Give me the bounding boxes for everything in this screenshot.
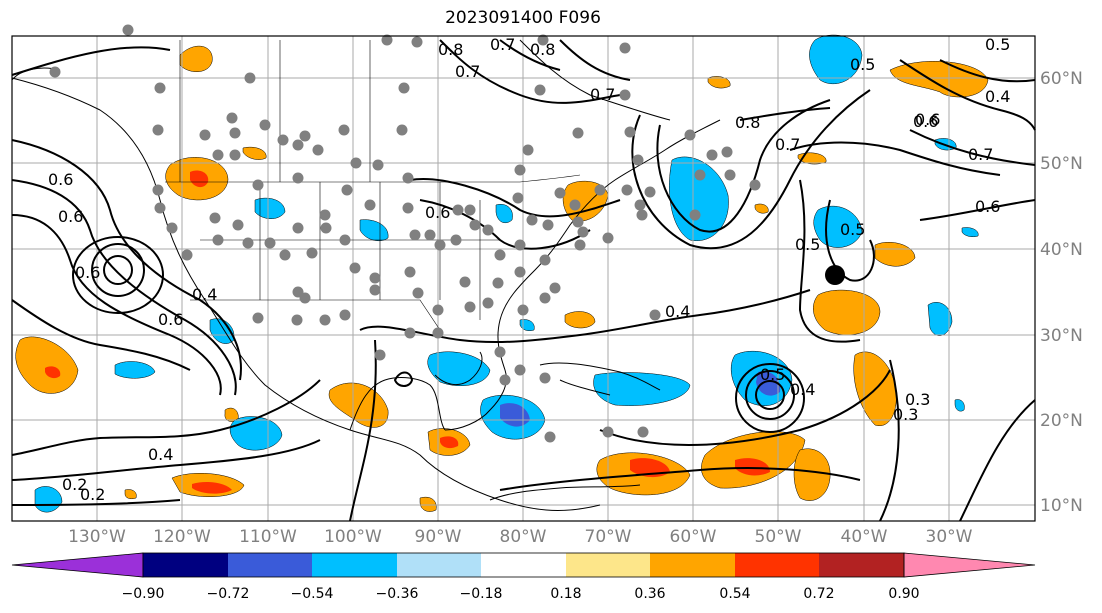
contour-label: 0.5 (985, 35, 1010, 54)
colorbar-segment (566, 553, 650, 577)
colorbar-tick: −0.54 (291, 586, 334, 602)
station-marker-highlight (825, 265, 845, 285)
contour-label: 0.4 (148, 445, 173, 464)
colorbar-tick: −0.90 (122, 586, 165, 602)
contour-label: 0.6 (75, 263, 100, 282)
contour-lines (11, 39, 1036, 522)
station-markers (49, 24, 761, 443)
lat-tick: 60°N (1040, 69, 1083, 89)
contour-label: 0.8 (735, 113, 760, 132)
contour-label: 0.4 (985, 87, 1010, 106)
contour-label: 0.4 (665, 302, 690, 321)
contour-label: 0.6 (158, 310, 183, 329)
colorbar-segment (228, 553, 312, 577)
contour-label: 0.6 (48, 170, 73, 189)
contour-label: 0.6 (915, 110, 940, 129)
lat-tick: 10°N (1040, 496, 1083, 516)
colorbar-segment (312, 553, 397, 577)
contour-label: 0.6 (975, 197, 1000, 216)
colorbar-tick: −0.18 (460, 586, 503, 602)
contour-label: 0.2 (80, 485, 105, 504)
colorbar-tick: 0.54 (719, 586, 750, 602)
contour-value-labels: 0.8 0.7 0.6 0.5 0.4 0.3 0.2 0.8 0.7 0.6 … (48, 35, 1010, 504)
lon-tick: 120°W (153, 527, 211, 547)
lon-tick: 30°W (926, 527, 973, 547)
contour-label: 0.4 (790, 380, 815, 399)
colorbar-tick: −0.36 (376, 586, 419, 602)
colorbar-segment-min (11, 552, 144, 578)
lon-tick: 110°W (239, 527, 297, 547)
coastlines (11, 39, 721, 511)
colorbar-tick: 0.90 (888, 586, 919, 602)
contour-label: 0.6 (58, 207, 83, 226)
map-title: 2023091400 F096 (445, 8, 601, 28)
graticule (12, 36, 1035, 521)
latitude-ticks: 60°N 50°N 40°N 30°N 20°N 10°N (1040, 69, 1083, 516)
colorbar-segment (735, 553, 819, 577)
longitude-ticks: 130°W 120°W 110°W 100°W 90°W 80°W 70°W 6… (68, 527, 973, 547)
contour-label: 0.5 (795, 235, 820, 254)
contour-label: 0.8 (438, 40, 463, 59)
colorbar-segment (397, 553, 481, 577)
contour-label: 0.7 (775, 135, 800, 154)
contour-label: 0.4 (192, 285, 217, 304)
lon-tick: 50°W (755, 527, 802, 547)
contour-label: 0.6 (425, 203, 450, 222)
lon-tick: 100°W (324, 527, 382, 547)
contour-label: 0.6 (913, 112, 938, 131)
colorbar-tick: 0.36 (634, 586, 665, 602)
lat-tick: 50°N (1040, 154, 1083, 174)
lat-tick: 20°N (1040, 411, 1083, 431)
contour-label: 0.2 (62, 475, 87, 494)
contour-label: 0.5 (760, 365, 785, 384)
lon-tick: 80°W (500, 527, 547, 547)
lat-tick: 30°N (1040, 326, 1083, 346)
colorbar-segment (650, 553, 735, 577)
contour-label: 0.8 (530, 40, 555, 59)
lon-tick: 60°W (670, 527, 717, 547)
contour-label: 0.3 (905, 390, 930, 409)
colorbar-segment (143, 553, 228, 577)
contour-label: 0.5 (840, 220, 865, 239)
map-frame (11, 35, 1036, 522)
contour-label: 0.3 (893, 405, 918, 424)
contour-label: 0.7 (490, 35, 515, 54)
lon-tick: 40°W (841, 527, 888, 547)
colorbar-tick: 0.72 (803, 586, 834, 602)
contour-label: 0.7 (968, 145, 993, 164)
lon-tick: 130°W (68, 527, 126, 547)
colorbar-segment (819, 553, 904, 577)
colorbar: −0.90 −0.72 −0.54 −0.36 −0.18 0.18 0.36 … (11, 552, 1036, 602)
lon-tick: 90°W (415, 527, 462, 547)
contour-label: 0.7 (590, 85, 615, 104)
contour-label: 0.7 (455, 62, 480, 81)
lon-tick: 70°W (585, 527, 632, 547)
colorbar-segment (481, 553, 566, 577)
colorbar-segment-max (903, 552, 1036, 578)
colorbar-tick: 0.18 (550, 586, 581, 602)
contour-label: 0.5 (850, 55, 875, 74)
colorbar-tick: −0.72 (207, 586, 250, 602)
lat-tick: 40°N (1040, 240, 1083, 260)
